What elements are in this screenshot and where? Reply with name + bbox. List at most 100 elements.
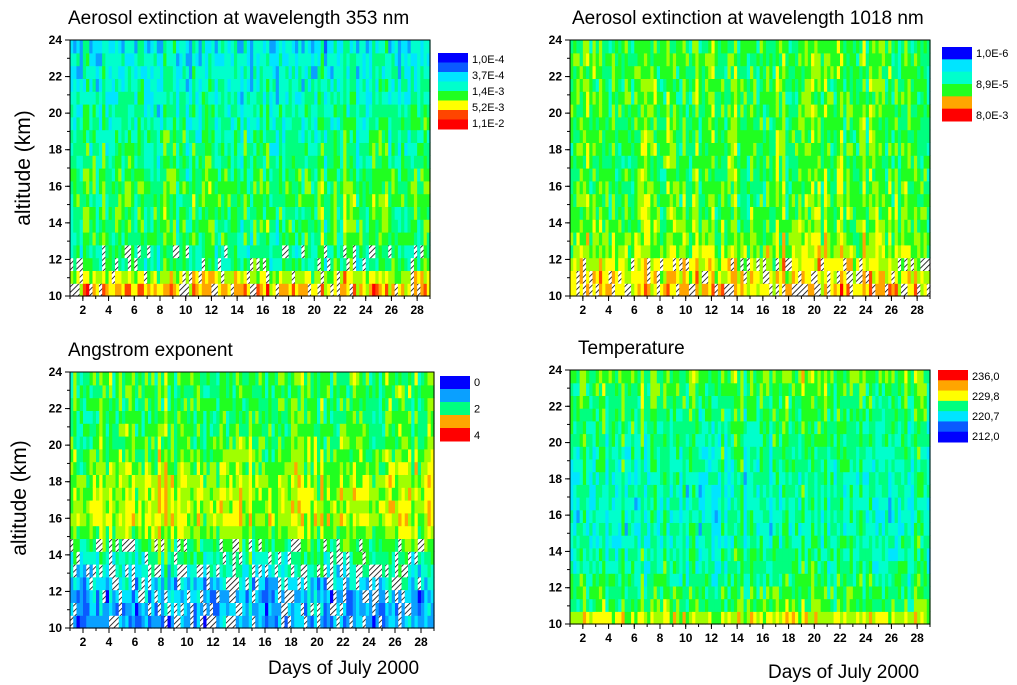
heatmap-cell — [592, 232, 597, 246]
heatmap-cell — [595, 244, 600, 259]
heatmap-cell — [595, 219, 600, 233]
heatmap-cell — [631, 142, 635, 156]
heatmap-cell — [208, 244, 213, 259]
heatmap-cell — [901, 104, 905, 118]
heatmap-cell — [926, 257, 931, 271]
heatmap-cell — [814, 180, 819, 195]
heatmap-cell — [147, 168, 151, 182]
heatmap-cell — [76, 397, 81, 411]
heatmap-cell — [160, 116, 164, 131]
heatmap-cell — [637, 270, 642, 284]
heatmap-cell — [891, 283, 896, 297]
heatmap-cell — [160, 91, 164, 105]
heatmap-cell — [185, 180, 190, 195]
heatmap-cell — [179, 40, 184, 54]
heatmap-cell — [230, 52, 235, 67]
heatmap-cell — [856, 104, 860, 118]
heatmap-cell — [407, 168, 412, 182]
heatmap-cell — [246, 232, 251, 246]
heatmap-cell — [272, 219, 277, 233]
heatmap-cell — [778, 270, 783, 284]
heatmap-cell — [217, 232, 222, 246]
heatmap-cell — [179, 232, 184, 246]
heatmap-cell — [618, 257, 623, 271]
heatmap-cell — [278, 78, 283, 92]
heatmap-cell — [717, 232, 722, 246]
heatmap-cell — [246, 180, 251, 195]
heatmap-cell — [147, 244, 151, 259]
x-tick-label: 6 — [131, 303, 138, 317]
heatmap-cell — [762, 232, 767, 246]
heatmap-cell — [714, 104, 719, 118]
heatmap-cell — [772, 65, 777, 79]
heatmap-cell — [76, 65, 81, 79]
heatmap-cell — [356, 244, 360, 259]
heatmap-cell — [611, 40, 616, 54]
heatmap-cell — [807, 270, 812, 284]
heatmap-cell — [89, 474, 94, 488]
heatmap-cell — [262, 91, 267, 105]
heatmap-cell — [111, 168, 116, 182]
heatmap-cell — [727, 116, 732, 131]
heatmap-cell — [830, 155, 835, 169]
heatmap-cell — [205, 104, 209, 118]
heatmap-cell — [660, 257, 664, 271]
heatmap-cell — [669, 206, 674, 220]
heatmap-cell — [653, 168, 658, 182]
heatmap-cell — [701, 78, 706, 92]
heatmap-cell — [840, 155, 844, 169]
heatmap-cell — [705, 232, 709, 246]
heatmap-cell — [115, 538, 120, 552]
heatmap-cell — [259, 244, 264, 259]
heatmap-cell — [878, 155, 883, 169]
heatmap-cell — [140, 104, 145, 118]
heatmap-cell — [153, 270, 158, 284]
heatmap-cell — [320, 91, 325, 105]
heatmap-cell — [901, 116, 905, 131]
heatmap-cell — [782, 65, 786, 79]
heatmap-cell — [105, 525, 110, 539]
heatmap-cell — [397, 168, 402, 182]
y-tick-label: 16 — [49, 179, 63, 193]
heatmap-cell — [240, 129, 245, 143]
heatmap-cell — [134, 244, 139, 259]
heatmap-cell — [295, 104, 299, 118]
heatmap-cell — [679, 270, 684, 284]
heatmap-cell — [102, 372, 107, 386]
heatmap-cell — [598, 91, 603, 105]
heatmap-cell — [647, 129, 651, 143]
heatmap-cell — [356, 129, 360, 143]
heatmap-cell — [147, 52, 151, 67]
heatmap-cell — [352, 244, 357, 259]
heatmap-cell — [140, 206, 145, 220]
heatmap-cell — [388, 283, 393, 297]
heatmap-cell — [140, 219, 145, 233]
heatmap-cell — [327, 219, 331, 233]
heatmap-cell — [798, 206, 803, 220]
heatmap-cell — [595, 180, 600, 195]
heatmap-cell — [192, 270, 196, 284]
heatmap-cell — [124, 219, 129, 233]
heatmap-cell — [717, 155, 722, 169]
heatmap-cell — [833, 142, 838, 156]
heatmap-cell — [676, 244, 680, 259]
heatmap-cell — [99, 436, 104, 450]
heatmap-cell — [166, 168, 171, 182]
heatmap-cell — [224, 104, 229, 118]
heatmap-cell — [156, 232, 161, 246]
heatmap-cell — [637, 78, 642, 92]
heatmap-cell — [330, 40, 335, 54]
heatmap-cell — [897, 40, 902, 54]
heatmap-cell — [92, 512, 97, 527]
heatmap-cell — [756, 168, 761, 182]
heatmap-cell — [672, 206, 677, 220]
heatmap-cell — [266, 78, 270, 92]
heatmap-cell — [778, 219, 783, 233]
heatmap-cell — [788, 219, 793, 233]
heatmap-cell — [227, 219, 232, 233]
heatmap-cell — [859, 52, 864, 67]
heatmap-cell — [852, 155, 857, 169]
heatmap-cell — [79, 423, 84, 437]
heatmap-cell — [595, 142, 600, 156]
heatmap-cell — [359, 91, 364, 105]
